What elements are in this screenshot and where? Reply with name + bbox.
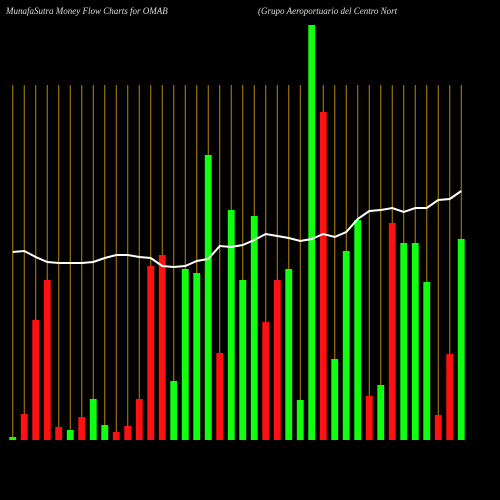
bar (20, 414, 28, 440)
bar (227, 210, 235, 440)
bar (434, 415, 442, 440)
bar (423, 282, 431, 440)
bar (285, 269, 293, 440)
bar (158, 255, 166, 440)
bar (66, 430, 74, 440)
bar (101, 425, 109, 440)
bar (239, 280, 247, 440)
bar (43, 280, 51, 440)
bar (354, 220, 362, 440)
bar (446, 354, 454, 440)
bar (319, 112, 327, 440)
bar (250, 216, 258, 440)
bar (342, 251, 350, 440)
bar (262, 322, 270, 440)
bar (135, 399, 143, 440)
bar (78, 417, 86, 440)
bar (147, 266, 155, 440)
bar (193, 273, 201, 440)
bar (365, 396, 373, 440)
bar (400, 243, 408, 440)
bar (9, 437, 17, 440)
bar (181, 269, 189, 440)
bar (388, 223, 396, 440)
bar (411, 243, 419, 440)
bar (296, 400, 304, 440)
bar (32, 320, 40, 440)
bar (55, 427, 63, 440)
bar (273, 280, 281, 440)
bar (124, 426, 132, 440)
price-line (12, 190, 462, 269)
bar (204, 155, 212, 440)
bar (377, 385, 385, 440)
bar (112, 432, 120, 440)
bar (331, 359, 339, 440)
bar (170, 381, 178, 440)
bar (457, 239, 465, 440)
bar (89, 399, 97, 440)
bar (308, 25, 316, 440)
chart-subtitle: (Grupo Aeroportuario del Centro Nort (258, 6, 398, 16)
bar (216, 353, 224, 440)
chart-title: MunafaSutra Money Flow Charts for OMAB (5, 6, 168, 16)
